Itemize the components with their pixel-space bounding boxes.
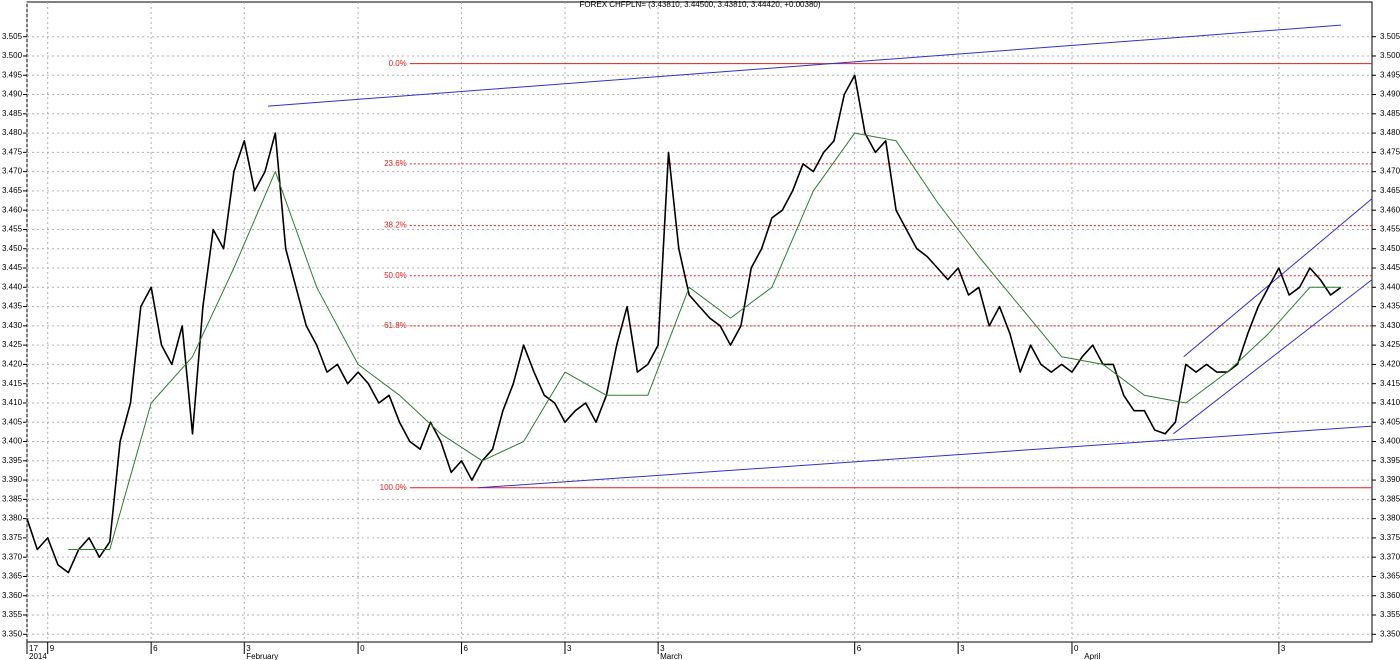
x-tick-label: 6 bbox=[857, 644, 862, 653]
y2-tick-label: 3.355 bbox=[1380, 610, 1400, 619]
y-tick-label: 3.385 bbox=[2, 494, 23, 503]
y2-tick-label: 3.390 bbox=[1380, 475, 1400, 484]
y-tick-label: 3.480 bbox=[2, 128, 23, 137]
x-tick-label: 3 bbox=[246, 644, 251, 653]
y2-tick-label: 3.410 bbox=[1380, 398, 1400, 407]
y-tick-label: 3.445 bbox=[2, 263, 23, 272]
y-tick-label: 3.435 bbox=[2, 302, 23, 311]
y-tick-label: 3.350 bbox=[2, 629, 23, 638]
y-tick-label: 3.365 bbox=[2, 572, 23, 581]
fib-label: 61.8% bbox=[384, 321, 407, 330]
y2-tick-label: 3.440 bbox=[1380, 282, 1400, 291]
y2-tick-label: 3.490 bbox=[1380, 90, 1400, 99]
y-tick-label: 3.415 bbox=[2, 379, 23, 388]
y-tick-label: 3.410 bbox=[2, 398, 23, 407]
y-tick-label: 3.370 bbox=[2, 552, 23, 561]
y-tick-label: 3.355 bbox=[2, 610, 23, 619]
y-tick-label: 3.440 bbox=[2, 282, 23, 291]
moving-average bbox=[68, 132, 1341, 550]
y2-tick-label: 3.420 bbox=[1380, 360, 1400, 369]
trendline bbox=[1173, 279, 1373, 435]
x-tick-label: 3 bbox=[960, 644, 965, 653]
month-label: April bbox=[1084, 652, 1100, 660]
y2-tick-label: 3.465 bbox=[1380, 186, 1400, 195]
y2-tick-label: 3.360 bbox=[1380, 591, 1400, 600]
x-tick-label: 3 bbox=[1281, 644, 1286, 653]
y2-tick-label: 3.450 bbox=[1380, 244, 1400, 253]
month-label: March bbox=[660, 652, 682, 660]
y-tick-label: 3.405 bbox=[2, 417, 23, 426]
y-tick-label: 3.420 bbox=[2, 360, 23, 369]
y2-tick-label: 3.370 bbox=[1380, 552, 1400, 561]
y-tick-label: 3.395 bbox=[2, 456, 23, 465]
y-tick-label: 3.500 bbox=[2, 51, 23, 60]
y2-tick-label: 3.480 bbox=[1380, 128, 1400, 137]
y-tick-label: 3.390 bbox=[2, 475, 23, 484]
y2-tick-label: 3.435 bbox=[1380, 302, 1400, 311]
y2-tick-label: 3.415 bbox=[1380, 379, 1400, 388]
fib-label: 0.0% bbox=[389, 59, 407, 68]
y2-tick-label: 3.485 bbox=[1380, 109, 1400, 118]
y2-tick-label: 3.475 bbox=[1380, 147, 1400, 156]
y-tick-label: 3.460 bbox=[2, 205, 23, 214]
chart-title: FOREX CHFPLN= (3.43810, 3.44500, 3.43810… bbox=[579, 0, 820, 9]
x-tick-label: 6 bbox=[153, 644, 158, 653]
y-tick-label: 3.400 bbox=[2, 437, 23, 446]
y2-tick-label: 3.405 bbox=[1380, 417, 1400, 426]
x-tick-label: 3 bbox=[660, 644, 665, 653]
y2-tick-label: 3.350 bbox=[1380, 629, 1400, 638]
fib-label: 38.2% bbox=[384, 221, 407, 230]
x-tick-label: 6 bbox=[464, 644, 469, 653]
y2-tick-label: 3.375 bbox=[1380, 533, 1400, 542]
y2-tick-label: 3.495 bbox=[1380, 70, 1400, 79]
y-tick-label: 3.375 bbox=[2, 533, 23, 542]
price-line bbox=[26, 74, 1342, 574]
x-tick-label: 0 bbox=[360, 644, 365, 653]
y-tick-label: 3.495 bbox=[2, 70, 23, 79]
y-tick-label: 3.470 bbox=[2, 167, 23, 176]
y-tick-label: 3.465 bbox=[2, 186, 23, 195]
y2-tick-label: 3.445 bbox=[1380, 263, 1400, 272]
trendline bbox=[268, 24, 1341, 107]
trendline bbox=[1183, 198, 1373, 358]
y2-tick-label: 3.500 bbox=[1380, 51, 1400, 60]
y-tick-label: 3.505 bbox=[2, 32, 23, 41]
month-label: February bbox=[246, 652, 278, 660]
y-tick-label: 3.490 bbox=[2, 90, 23, 99]
y-tick-label: 3.380 bbox=[2, 514, 23, 523]
y2-tick-label: 3.400 bbox=[1380, 437, 1400, 446]
x-tick-label: 9 bbox=[50, 644, 55, 653]
y-tick-label: 3.430 bbox=[2, 321, 23, 330]
x-tick-label: 17 bbox=[29, 644, 38, 653]
y-tick-label: 3.475 bbox=[2, 147, 23, 156]
y2-tick-label: 3.385 bbox=[1380, 494, 1400, 503]
y-tick-label: 3.360 bbox=[2, 591, 23, 600]
y2-tick-label: 3.365 bbox=[1380, 572, 1400, 581]
x-tick-label: 0 bbox=[1074, 644, 1079, 653]
y2-tick-label: 3.470 bbox=[1380, 167, 1400, 176]
y2-tick-label: 3.505 bbox=[1380, 32, 1400, 41]
y2-tick-label: 3.395 bbox=[1380, 456, 1400, 465]
y2-tick-label: 3.430 bbox=[1380, 321, 1400, 330]
trendline bbox=[478, 425, 1373, 489]
y-tick-label: 3.450 bbox=[2, 244, 23, 253]
fib-label: 100.0% bbox=[380, 483, 407, 492]
y-tick-label: 3.485 bbox=[2, 109, 23, 118]
month-label: 2014 bbox=[29, 652, 47, 660]
y2-tick-label: 3.425 bbox=[1380, 340, 1400, 349]
y-tick-label: 3.425 bbox=[2, 340, 23, 349]
y-tick-label: 3.455 bbox=[2, 225, 23, 234]
fib-label: 23.6% bbox=[384, 159, 407, 168]
fib-label: 50.0% bbox=[384, 271, 407, 280]
y2-tick-label: 3.455 bbox=[1380, 225, 1400, 234]
y2-tick-label: 3.460 bbox=[1380, 205, 1400, 214]
x-tick-label: 3 bbox=[567, 644, 572, 653]
y2-tick-label: 3.380 bbox=[1380, 514, 1400, 523]
